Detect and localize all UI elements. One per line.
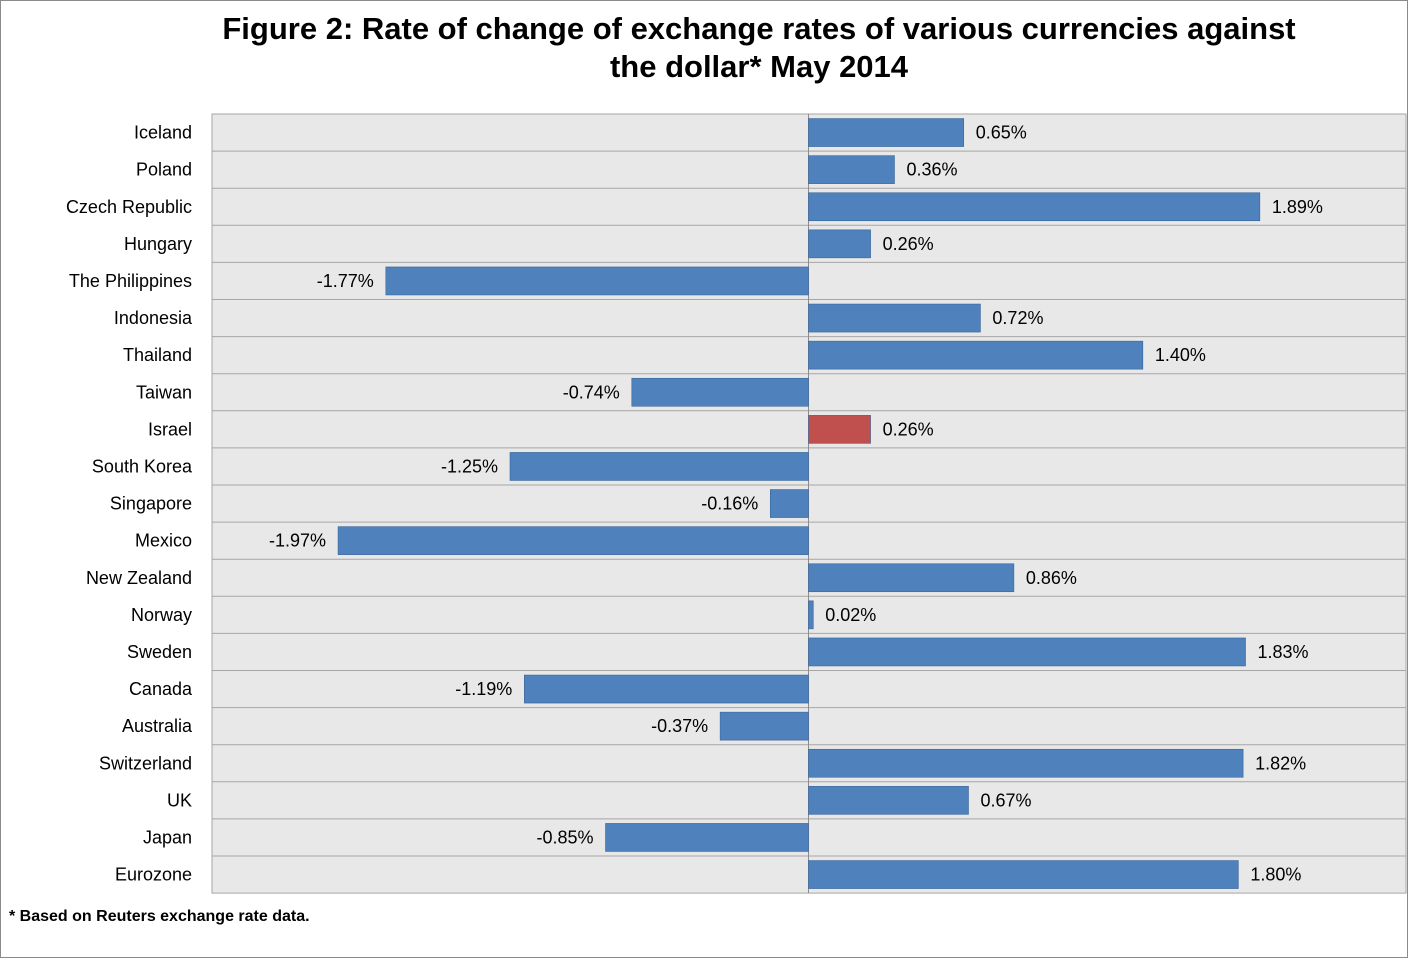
- data-label: -1.97%: [269, 531, 326, 551]
- bar-canada: [524, 674, 809, 704]
- bar-the-philippines: [385, 266, 809, 296]
- category-label: Japan: [143, 827, 192, 847]
- category-label: South Korea: [92, 456, 193, 476]
- chart-title-line-2: the dollar* May 2014: [609, 49, 909, 84]
- footnote: * Based on Reuters exchange rate data.: [9, 908, 310, 925]
- data-label: 0.26%: [883, 419, 934, 439]
- category-label: Australia: [122, 716, 193, 736]
- category-label: Hungary: [124, 234, 192, 254]
- data-label: 0.86%: [1026, 568, 1077, 588]
- category-label: Singapore: [110, 494, 192, 514]
- data-label: 1.40%: [1155, 345, 1206, 365]
- bar-uk: [808, 786, 969, 815]
- category-label: Eurozone: [115, 865, 192, 885]
- data-label: 1.89%: [1272, 197, 1323, 217]
- data-label: -1.19%: [455, 679, 512, 699]
- category-label: UK: [167, 790, 192, 810]
- bar-south-korea: [509, 452, 809, 481]
- bar-hungary: [808, 229, 871, 259]
- category-label: Switzerland: [99, 753, 192, 773]
- data-label: 0.65%: [976, 123, 1027, 143]
- labels: Iceland 0.65% Poland 0.36% Czech Republic 1.8…: [66, 123, 1323, 885]
- category-label: Israel: [148, 419, 192, 439]
- category-label: Canada: [129, 679, 193, 699]
- category-label: Czech Republic: [66, 197, 192, 217]
- bar-iceland: [808, 118, 965, 147]
- chart-title-line-1: Figure 2: Rate of change of exchange rat…: [222, 11, 1296, 46]
- bars: [337, 118, 1261, 889]
- data-label: 0.36%: [906, 160, 957, 180]
- category-label: Sweden: [127, 642, 192, 662]
- bar-switzerland: [808, 748, 1244, 778]
- data-label: 0.02%: [825, 605, 876, 625]
- data-label: 0.72%: [992, 308, 1043, 328]
- bar-israel: [808, 415, 871, 444]
- bar-poland: [808, 155, 895, 184]
- data-label: -0.16%: [701, 494, 758, 514]
- bar-sweden: [808, 637, 1246, 667]
- category-label: Indonesia: [114, 308, 193, 328]
- bar-eurozone: [808, 860, 1239, 889]
- bar-japan: [605, 823, 809, 852]
- data-label: 1.83%: [1258, 642, 1309, 662]
- data-label: 0.67%: [980, 790, 1031, 810]
- bar-singapore: [769, 489, 809, 518]
- category-label: New Zealand: [86, 568, 192, 588]
- category-label: Iceland: [134, 123, 192, 143]
- bar-indonesia: [808, 303, 981, 333]
- bar-czech-republic: [808, 192, 1261, 222]
- data-label: -0.74%: [563, 382, 620, 402]
- bar-thailand: [808, 340, 1144, 370]
- category-label: Thailand: [123, 345, 192, 365]
- data-label: 1.80%: [1250, 865, 1301, 885]
- category-label: The Philippines: [69, 271, 192, 291]
- data-label: -0.85%: [536, 827, 593, 847]
- category-label: Poland: [136, 160, 192, 180]
- data-label: 1.82%: [1255, 753, 1306, 773]
- bar-australia: [719, 711, 809, 741]
- chart-title: Figure 2: Rate of change of exchange rat…: [0, 10, 1408, 86]
- bar-norway: [808, 600, 814, 630]
- data-label: -1.25%: [441, 456, 498, 476]
- category-label: Norway: [131, 605, 192, 625]
- bar-mexico: [337, 526, 809, 555]
- bar-taiwan: [631, 377, 809, 407]
- data-label: -1.77%: [317, 271, 374, 291]
- bar-new-zealand: [808, 563, 1015, 593]
- category-label: Taiwan: [136, 382, 192, 402]
- data-label: 0.26%: [883, 234, 934, 254]
- category-label: Mexico: [135, 531, 192, 551]
- data-label: -0.37%: [651, 716, 708, 736]
